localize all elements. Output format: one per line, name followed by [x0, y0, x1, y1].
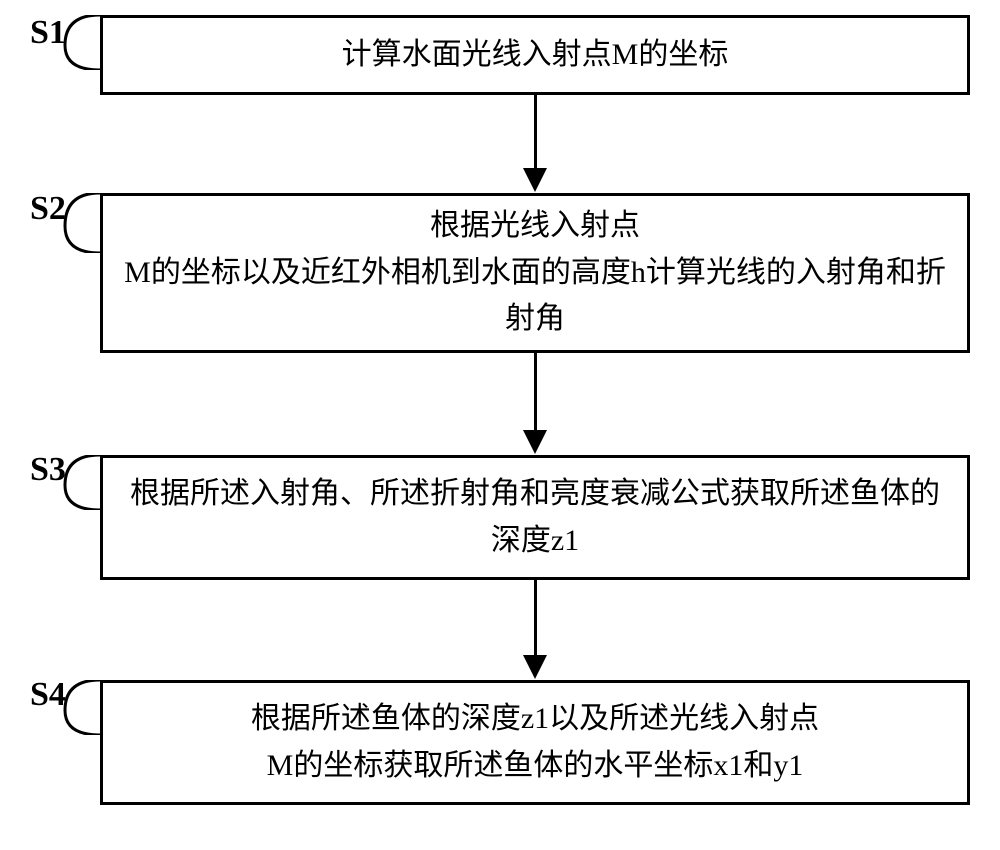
bracket-path-s4	[65, 680, 100, 735]
label-s1-text: S1	[30, 14, 66, 51]
bracket-s2	[60, 193, 100, 253]
label-s4-text: S4	[30, 676, 66, 713]
bracket-path-s3	[65, 455, 100, 510]
label-s3-text: S3	[30, 451, 66, 488]
bracket-path-s2	[65, 193, 100, 253]
arrow-head-1	[523, 168, 547, 192]
bracket-s1	[60, 15, 100, 70]
bracket-s3	[60, 455, 100, 510]
box-s3-text: 根据所述入射角、所述折射角和亮度衰减公式获取所述鱼体的深度z1	[121, 471, 949, 564]
label-s3: S3	[30, 451, 66, 489]
bracket-path-s1	[65, 15, 100, 70]
box-s1-text: 计算水面光线入射点M的坐标	[342, 32, 729, 79]
arrow-head-2	[523, 430, 547, 454]
box-s4-text: 根据所述鱼体的深度z1以及所述光线入射点M的坐标获取所述鱼体的水平坐标x1和y1	[251, 696, 819, 789]
box-s1: 计算水面光线入射点M的坐标	[100, 15, 970, 95]
arrow-stem-3	[534, 580, 537, 655]
arrow-stem-2	[534, 353, 537, 430]
arrow-stem-1	[534, 95, 537, 168]
label-s4: S4	[30, 676, 66, 714]
box-s4: 根据所述鱼体的深度z1以及所述光线入射点M的坐标获取所述鱼体的水平坐标x1和y1	[100, 680, 970, 805]
label-s1: S1	[30, 14, 66, 52]
label-s2: S2	[30, 190, 66, 228]
label-s2-text: S2	[30, 190, 66, 227]
flowchart-canvas: S1 计算水面光线入射点M的坐标 S2 根据光线入射点M的坐标以及近红外相机到水…	[0, 0, 1000, 850]
bracket-s4	[60, 680, 100, 735]
box-s2: 根据光线入射点M的坐标以及近红外相机到水面的高度h计算光线的入射角和折射角	[100, 193, 970, 353]
box-s2-text: 根据光线入射点M的坐标以及近红外相机到水面的高度h计算光线的入射角和折射角	[121, 203, 949, 343]
box-s3: 根据所述入射角、所述折射角和亮度衰减公式获取所述鱼体的深度z1	[100, 455, 970, 580]
arrow-head-3	[523, 655, 547, 679]
